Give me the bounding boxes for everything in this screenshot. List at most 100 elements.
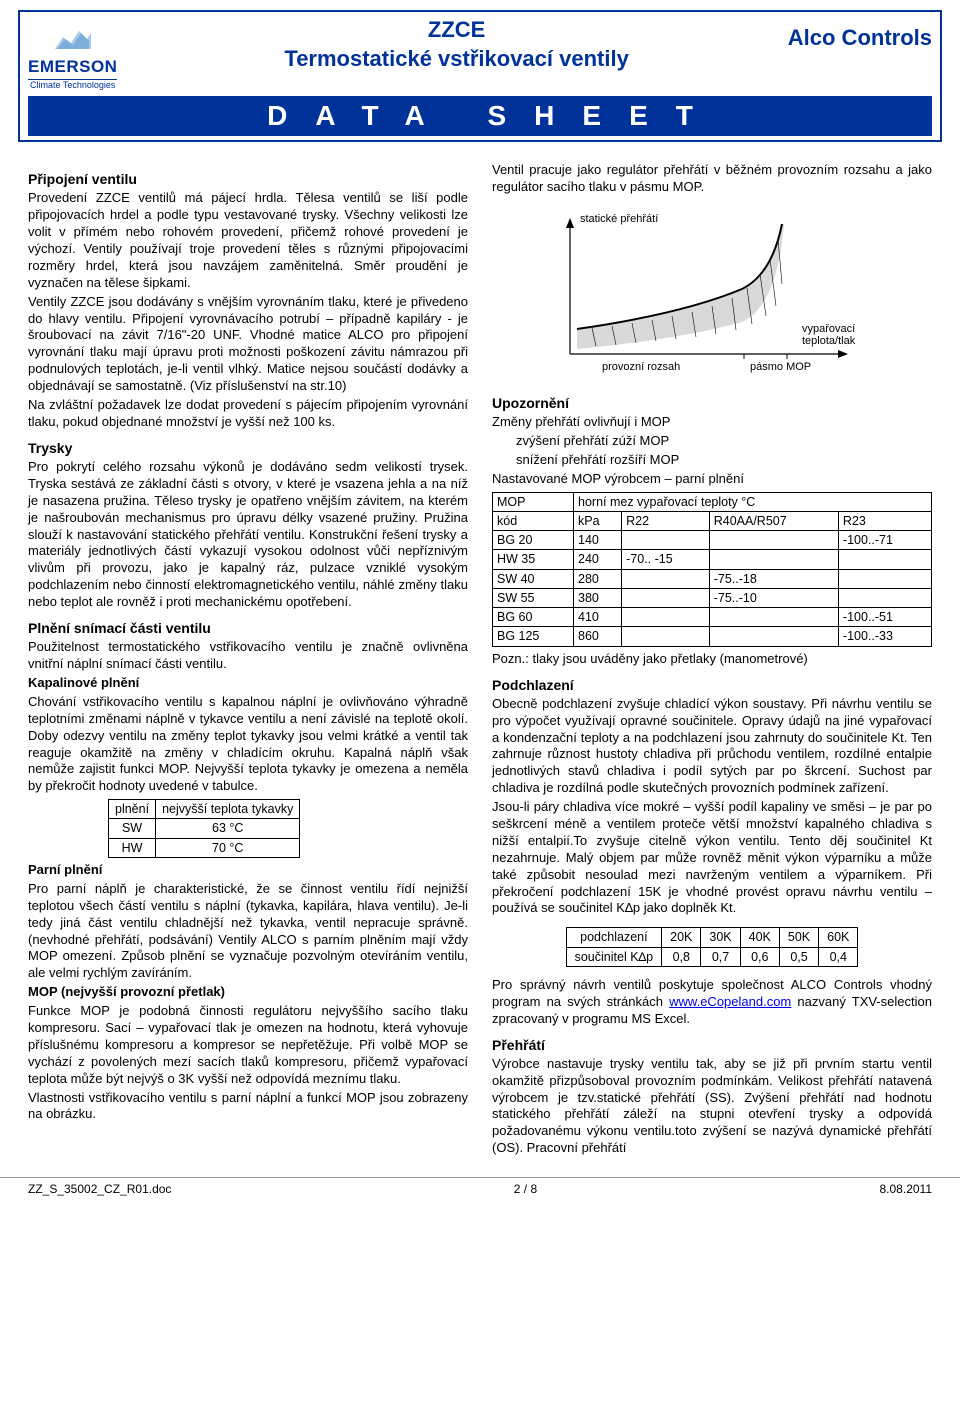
table-mop: MOP horní mez vypařovací teploty °C kód … <box>492 492 932 647</box>
cell: 40K <box>740 928 779 947</box>
chart-label: teplota/tlak <box>802 335 856 347</box>
cell <box>709 627 838 646</box>
cell: 60K <box>819 928 858 947</box>
cell: 50K <box>779 928 818 947</box>
logo-subtitle: Climate Technologies <box>30 80 115 92</box>
logo-block: EMERSON Climate Technologies <box>28 16 125 92</box>
footer-left: ZZ_S_35002_CZ_R01.doc <box>28 1182 171 1198</box>
cell: R22 <box>622 511 710 530</box>
cell: 380 <box>574 588 622 607</box>
cell: -100..-33 <box>838 627 931 646</box>
title-line2: Termostatické vstřikovací ventily <box>125 45 787 74</box>
para: zvýšení přehřátí zúží MOP <box>492 433 932 450</box>
cell <box>838 569 931 588</box>
cell <box>709 531 838 550</box>
cell <box>838 588 931 607</box>
cell: MOP <box>493 492 574 511</box>
cell <box>622 531 710 550</box>
left-column: Připojení ventilu Provedení ZZCE ventilů… <box>28 162 468 1159</box>
cell: plnění <box>109 800 156 819</box>
chart-label: pásmo MOP <box>750 361 811 373</box>
cell: SW 40 <box>493 569 574 588</box>
para: Obecně podchlazení zvyšuje chladící výko… <box>492 696 932 797</box>
cell: BG 20 <box>493 531 574 550</box>
subheading-mop: MOP (nejvyšší provozní přetlak) <box>28 984 225 999</box>
para: Výrobce nastavuje trysky ventilu tak, ab… <box>492 1056 932 1157</box>
para: Chování vstřikovacího ventilu s kapalnou… <box>28 694 468 795</box>
cell: SW 55 <box>493 588 574 607</box>
cell: 860 <box>574 627 622 646</box>
cell: HW 35 <box>493 550 574 569</box>
cell <box>622 608 710 627</box>
heading-upozorneni: Upozornění <box>492 394 932 412</box>
footer-center: 2 / 8 <box>514 1182 537 1198</box>
ecopeland-link[interactable]: www.eCopeland.com <box>669 994 791 1009</box>
cell: 280 <box>574 569 622 588</box>
para: Jsou-li páry chladiva více mokré – vyšší… <box>492 799 932 917</box>
cell: 0,8 <box>662 947 701 966</box>
para: Pro pokrytí celého rozsahu výkonů je dod… <box>28 459 468 611</box>
para: Funkce MOP je podobná činnosti regulátor… <box>28 1003 468 1087</box>
cell: -100..-71 <box>838 531 931 550</box>
cell: 240 <box>574 550 622 569</box>
emerson-logo-icon <box>51 20 95 56</box>
cell: R23 <box>838 511 931 530</box>
cell: 0,7 <box>701 947 740 966</box>
para: Vlastnosti vstřikovacího ventilu s parní… <box>28 1090 468 1124</box>
para: Pozn.: tlaky jsou uváděny jako přetlaky … <box>492 651 932 668</box>
chart-label: provozní rozsah <box>602 361 680 373</box>
cell: 410 <box>574 608 622 627</box>
para: Změny přehřátí ovlivňují i MOP <box>492 414 932 431</box>
cell: horní mez vypařovací teploty °C <box>574 492 932 511</box>
cell: 30K <box>701 928 740 947</box>
para: Na zvláštní požadavek lze dodat proveden… <box>28 397 468 431</box>
mop-chart: statické přehřátí vypařovací teplota/tla… <box>492 204 932 384</box>
para: Ventily ZZCE jsou dodávány s vnějším vyr… <box>28 294 468 395</box>
cell: HW <box>109 838 156 857</box>
para: snížení přehřátí rozšíří MOP <box>492 452 932 469</box>
heading-prehrati: Přehřátí <box>492 1036 932 1054</box>
header-bar: DATA SHEET <box>28 96 932 136</box>
cell: BG 125 <box>493 627 574 646</box>
cell <box>622 588 710 607</box>
content: Připojení ventilu Provedení ZZCE ventilů… <box>0 148 960 1167</box>
cell: -70.. -15 <box>622 550 710 569</box>
cell: 140 <box>574 531 622 550</box>
para: Použitelnost termostatického vstřikovací… <box>28 639 468 673</box>
cell: 0,5 <box>779 947 818 966</box>
cell: 0,6 <box>740 947 779 966</box>
para: Pro správný návrh ventilů poskytuje spol… <box>492 977 932 1028</box>
heading-pripojeni: Připojení ventilu <box>28 170 468 188</box>
cell <box>709 608 838 627</box>
cell: BG 60 <box>493 608 574 627</box>
footer: ZZ_S_35002_CZ_R01.doc 2 / 8 8.08.2011 <box>0 1177 960 1208</box>
cell: součinitel K∆p <box>566 947 662 966</box>
logo-text: EMERSON <box>28 56 117 80</box>
cell: 0,4 <box>819 947 858 966</box>
para: Nastavované MOP výrobcem – parní plnění <box>492 471 932 488</box>
brand-right: Alco Controls <box>788 16 932 53</box>
subheading-parni: Parní plnění <box>28 862 102 877</box>
cell: R40AA/R507 <box>709 511 838 530</box>
cell <box>622 569 710 588</box>
cell: -75..-18 <box>709 569 838 588</box>
heading-plneni: Plnění snímací části ventilu <box>28 619 468 637</box>
cell: kPa <box>574 511 622 530</box>
table-plneni: plnění nejvyšší teplota tykavky SW 63 °C… <box>108 799 300 858</box>
title-line1: ZZCE <box>125 16 787 45</box>
cell: 63 °C <box>156 819 300 838</box>
cell: kód <box>493 511 574 530</box>
para: Ventil pracuje jako regulátor přehřátí v… <box>492 162 932 196</box>
cell: SW <box>109 819 156 838</box>
right-column: Ventil pracuje jako regulátor přehřátí v… <box>492 162 932 1159</box>
cell <box>838 550 931 569</box>
chart-label: statické přehřátí <box>580 213 658 225</box>
table-kdp: podchlazení 20K 30K 40K 50K 60K součinit… <box>566 927 859 967</box>
cell: podchlazení <box>566 928 662 947</box>
cell: 20K <box>662 928 701 947</box>
subheading-kapalinove: Kapalinové plnění <box>28 675 139 690</box>
para: Provedení ZZCE ventilů má pájecí hrdla. … <box>28 190 468 291</box>
document-header: EMERSON Climate Technologies ZZCE Termos… <box>18 10 942 142</box>
para: Pro parní náplň je charakteristické, že … <box>28 881 468 982</box>
heading-trysky: Trysky <box>28 439 468 457</box>
